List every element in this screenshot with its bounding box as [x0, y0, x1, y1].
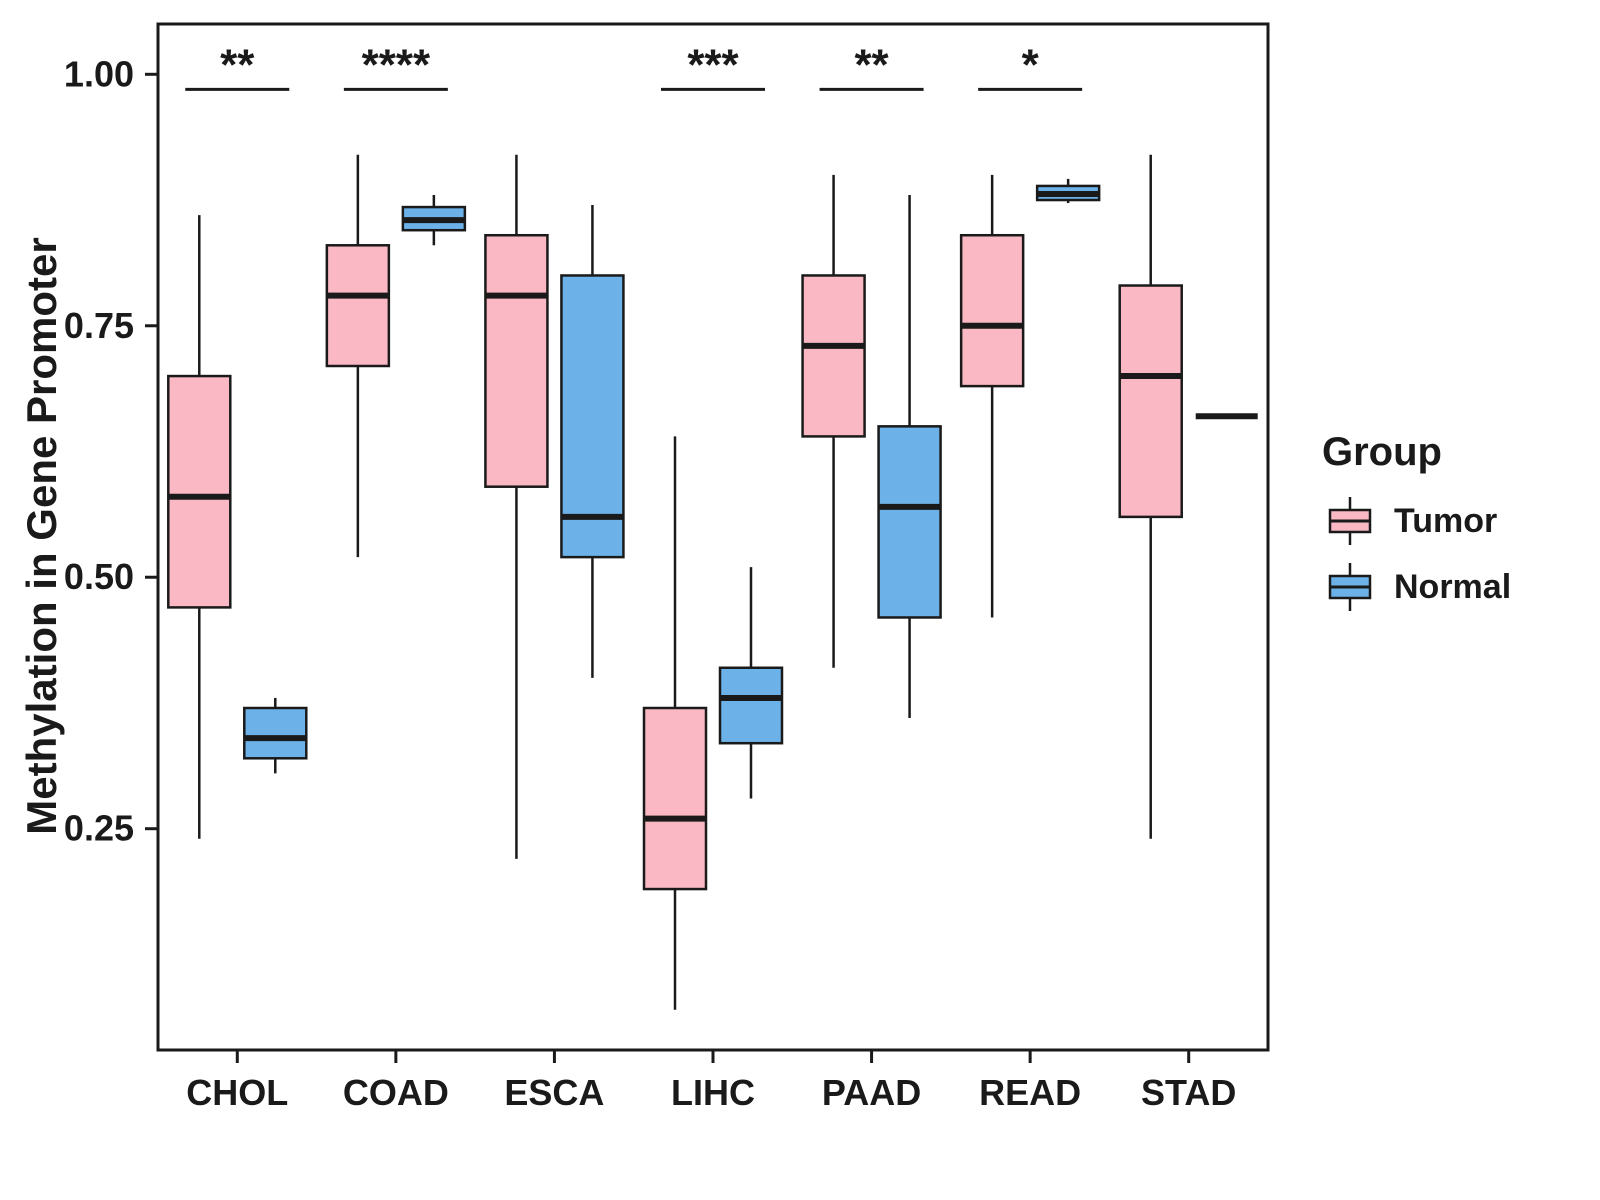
x-tick-label-coad: COAD	[343, 1072, 449, 1113]
normal-box-esca	[560, 274, 625, 559]
significance-stars-read: *	[1022, 40, 1040, 89]
x-tick-label-paad: PAAD	[822, 1072, 921, 1113]
legend-entry-tumor: Tumor	[1322, 493, 1511, 549]
normal-box-chol	[243, 706, 308, 760]
significance-stars-paad: **	[854, 40, 889, 89]
x-tick-label-esca: ESCA	[504, 1072, 604, 1113]
y-tick-label: 0.25	[64, 808, 134, 849]
legend-title: Group	[1322, 430, 1442, 474]
legend-entry-normal: Normal	[1322, 559, 1511, 615]
significance-stars-coad: ****	[362, 40, 431, 89]
tumor-box-stad	[1118, 284, 1183, 519]
legend: Group Tumor Normal	[1322, 430, 1511, 615]
y-tick-label: 0.50	[64, 556, 134, 597]
significance-stars-chol: **	[220, 40, 255, 89]
x-tick-label-chol: CHOL	[186, 1072, 288, 1113]
y-tick-label: 0.75	[64, 305, 134, 346]
x-tick-label-lihc: LIHC	[671, 1072, 755, 1113]
x-tick-label-stad: STAD	[1141, 1072, 1236, 1113]
significance-stars-lihc: ***	[687, 40, 739, 89]
y-tick-label: 1.00	[64, 53, 134, 94]
legend-label-tumor: Tumor	[1394, 501, 1498, 540]
plot-border	[156, 22, 1270, 1052]
x-tick-label-read: READ	[979, 1072, 1081, 1113]
tumor-box-lihc	[642, 706, 708, 891]
normal-box-lihc	[718, 666, 784, 745]
normal-box-paad	[877, 425, 942, 619]
tumor-box-paad	[801, 274, 866, 438]
tumor-boxplot-key-icon	[1328, 497, 1372, 545]
tumor-box-read	[959, 233, 1025, 388]
legend-label-normal: Normal	[1394, 567, 1512, 606]
tumor-box-esca	[484, 233, 549, 488]
normal-boxplot-key-icon	[1328, 563, 1372, 611]
tumor-box-coad	[325, 244, 391, 368]
y-axis-label: Methylation in Gene Promoter	[18, 237, 65, 835]
tumor-box-chol	[167, 374, 232, 609]
